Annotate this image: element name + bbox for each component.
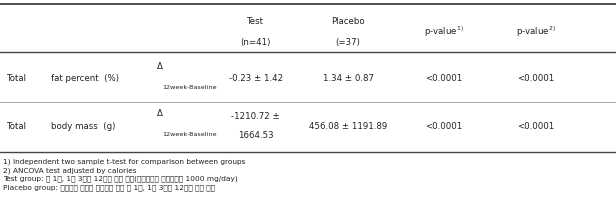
Text: (=37): (=37) [336, 37, 360, 46]
Text: Total: Total [7, 74, 27, 83]
Text: p-value$^{2)}$: p-value$^{2)}$ [516, 24, 556, 39]
Text: Total: Total [7, 121, 27, 130]
Text: 2) ANCOVA test adjusted by calories: 2) ANCOVA test adjusted by calories [3, 166, 137, 173]
Text: (n=41): (n=41) [240, 37, 271, 46]
Text: Placebo group: 시험군과 동일한 방법으로 위약 일 1회, 1회 3정석 12주간 경구 섭취: Placebo group: 시험군과 동일한 방법으로 위약 일 1회, 1회… [3, 184, 215, 190]
Text: <0.0001: <0.0001 [425, 121, 462, 130]
Text: -0.23 ± 1.42: -0.23 ± 1.42 [229, 74, 283, 83]
Text: 12week-Baseline: 12week-Baseline [162, 131, 217, 136]
Text: 12week-Baseline: 12week-Baseline [162, 84, 217, 89]
Text: fat percent  (%): fat percent (%) [51, 74, 118, 83]
Text: 1) Independent two sample t-test for comparison between groups: 1) Independent two sample t-test for com… [3, 158, 245, 164]
Text: <0.0001: <0.0001 [517, 74, 554, 83]
Text: 1664.53: 1664.53 [238, 130, 274, 139]
Text: 1.34 ± 0.87: 1.34 ± 0.87 [323, 74, 373, 83]
Text: Δ: Δ [157, 62, 163, 71]
Text: Placebo: Placebo [331, 17, 365, 26]
Text: <0.0001: <0.0001 [425, 74, 462, 83]
Text: p-value$^{1)}$: p-value$^{1)}$ [424, 24, 463, 39]
Text: Test: Test [247, 17, 264, 26]
Text: Δ: Δ [157, 109, 163, 118]
Text: -1210.72 ±: -1210.72 ± [231, 112, 280, 121]
Text: Test group: 일 1회, 1회 3정석 12주간 경구 섭취(우릿가사리 추출물로써 1000 mg/day): Test group: 일 1회, 1회 3정석 12주간 경구 섭취(우릿가사… [3, 175, 238, 182]
Text: body mass  (g): body mass (g) [51, 121, 115, 130]
Text: 456.08 ± 1191.89: 456.08 ± 1191.89 [309, 121, 387, 130]
Text: <0.0001: <0.0001 [517, 121, 554, 130]
